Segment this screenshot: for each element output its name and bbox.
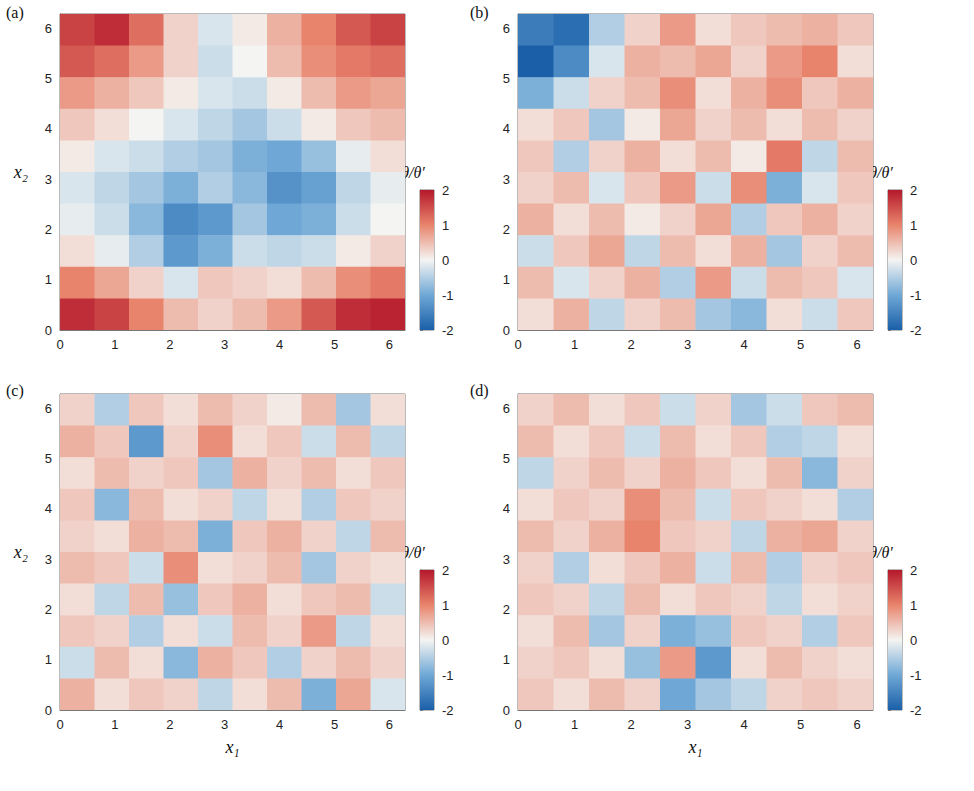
svg-text:0: 0: [514, 337, 521, 352]
svg-text:6: 6: [386, 717, 393, 732]
svg-text:θ/θ′: θ/θ′: [401, 163, 425, 181]
svg-text:(c): (c): [6, 382, 24, 400]
svg-text:1: 1: [571, 717, 578, 732]
svg-text:1: 1: [442, 218, 449, 233]
svg-text:θ/θ′: θ/θ′: [401, 543, 425, 561]
svg-text:1: 1: [442, 598, 449, 613]
svg-text:4: 4: [276, 717, 283, 732]
svg-text:1: 1: [111, 337, 118, 352]
svg-text:-2: -2: [910, 323, 922, 338]
svg-text:6: 6: [503, 21, 510, 36]
svg-text:0: 0: [514, 717, 521, 732]
svg-text:1: 1: [571, 337, 578, 352]
svg-text:4: 4: [45, 501, 52, 516]
svg-text:5: 5: [503, 71, 510, 86]
svg-text:4: 4: [740, 337, 747, 352]
svg-text:4: 4: [45, 121, 52, 136]
svg-text:2: 2: [910, 183, 917, 198]
svg-text:6: 6: [853, 337, 860, 352]
svg-text:6: 6: [853, 717, 860, 732]
svg-text:1: 1: [503, 272, 510, 287]
svg-text:θ/θ′: θ/θ′: [869, 543, 893, 561]
svg-text:6: 6: [503, 401, 510, 416]
svg-text:2: 2: [166, 717, 173, 732]
svg-text:(a): (a): [6, 4, 24, 22]
svg-text:1: 1: [45, 652, 52, 667]
svg-text:-2: -2: [442, 703, 454, 718]
svg-text:2: 2: [910, 563, 917, 578]
svg-text:(d): (d): [470, 382, 489, 400]
svg-text:x₁: x₁: [224, 737, 239, 757]
svg-text:3: 3: [503, 552, 510, 567]
svg-text:5: 5: [45, 451, 52, 466]
svg-text:5: 5: [797, 337, 804, 352]
svg-text:6: 6: [45, 401, 52, 416]
svg-text:0: 0: [442, 633, 449, 648]
svg-text:0: 0: [45, 323, 52, 338]
svg-text:1: 1: [45, 272, 52, 287]
svg-text:3: 3: [503, 172, 510, 187]
svg-text:6: 6: [45, 21, 52, 36]
svg-text:5: 5: [331, 717, 338, 732]
svg-text:(b): (b): [470, 4, 489, 22]
svg-text:2: 2: [442, 563, 449, 578]
svg-text:4: 4: [740, 717, 747, 732]
svg-text:2: 2: [627, 717, 634, 732]
svg-text:x₂: x₂: [13, 162, 28, 182]
svg-text:-1: -1: [442, 288, 454, 303]
svg-text:3: 3: [221, 717, 228, 732]
svg-text:4: 4: [503, 121, 510, 136]
svg-text:5: 5: [331, 337, 338, 352]
svg-text:x₁: x₁: [687, 737, 702, 757]
svg-text:1: 1: [111, 717, 118, 732]
svg-text:5: 5: [797, 717, 804, 732]
svg-text:3: 3: [684, 717, 691, 732]
svg-text:5: 5: [503, 451, 510, 466]
svg-text:1: 1: [910, 598, 917, 613]
svg-text:2: 2: [503, 602, 510, 617]
svg-text:0: 0: [56, 337, 63, 352]
svg-text:2: 2: [166, 337, 173, 352]
svg-text:3: 3: [221, 337, 228, 352]
svg-text:0: 0: [503, 703, 510, 718]
svg-text:-2: -2: [442, 323, 454, 338]
svg-text:-1: -1: [442, 668, 454, 683]
svg-text:0: 0: [442, 253, 449, 268]
svg-text:1: 1: [910, 218, 917, 233]
svg-text:0: 0: [503, 323, 510, 338]
svg-text:1: 1: [503, 652, 510, 667]
svg-text:2: 2: [45, 222, 52, 237]
svg-text:3: 3: [45, 172, 52, 187]
svg-text:0: 0: [910, 253, 917, 268]
svg-text:2: 2: [45, 602, 52, 617]
svg-text:x₂: x₂: [13, 542, 28, 562]
svg-text:4: 4: [276, 337, 283, 352]
svg-text:3: 3: [45, 552, 52, 567]
svg-text:-1: -1: [910, 288, 922, 303]
svg-text:0: 0: [56, 717, 63, 732]
svg-text:3: 3: [684, 337, 691, 352]
svg-text:2: 2: [442, 183, 449, 198]
svg-text:2: 2: [503, 222, 510, 237]
svg-text:-2: -2: [910, 703, 922, 718]
svg-text:-1: -1: [910, 668, 922, 683]
svg-text:0: 0: [910, 633, 917, 648]
svg-text:4: 4: [503, 501, 510, 516]
svg-text:0: 0: [45, 703, 52, 718]
svg-text:5: 5: [45, 71, 52, 86]
svg-text:θ/θ′: θ/θ′: [869, 163, 893, 181]
svg-text:2: 2: [627, 337, 634, 352]
svg-text:6: 6: [386, 337, 393, 352]
